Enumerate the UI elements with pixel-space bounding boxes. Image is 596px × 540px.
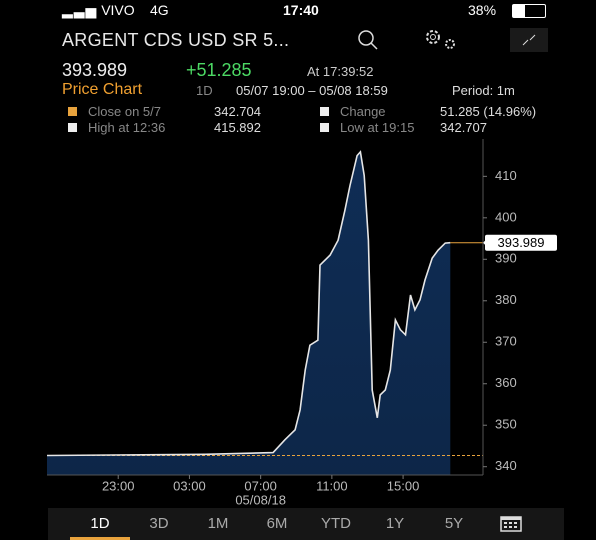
carrier: ▂▃▅ VIVO xyxy=(62,2,135,18)
last-value-pointer xyxy=(483,238,487,247)
stat-value: 415.892 xyxy=(214,120,261,135)
search-icon[interactable] xyxy=(354,28,384,52)
period-tab[interactable]: 1Y xyxy=(385,515,405,532)
period-setting: Period: 1m xyxy=(452,83,515,98)
x-tick-label: 07:00 xyxy=(244,478,277,493)
price-area xyxy=(47,151,451,475)
period-tab[interactable]: 1M xyxy=(207,515,229,532)
network: 4G xyxy=(150,2,169,18)
price-change: +51.285 xyxy=(186,60,252,80)
stat-value: 342.707 xyxy=(440,120,487,135)
y-tick-label: 400 xyxy=(495,209,517,224)
stat-swatch xyxy=(320,107,329,116)
price-line xyxy=(46,150,451,457)
collapse-icon[interactable] xyxy=(510,28,548,52)
calendar-button[interactable] xyxy=(500,515,522,532)
battery-level: 38% xyxy=(468,2,497,18)
stat-label: Close on 5/7 xyxy=(88,104,161,119)
settings-icon[interactable] xyxy=(420,26,460,52)
calendar-icon xyxy=(500,516,522,532)
period-tab[interactable]: 1D xyxy=(90,515,110,532)
y-tick-label: 360 xyxy=(495,375,517,390)
x-tick-label: 03:00 xyxy=(173,478,206,493)
stat-label: Change xyxy=(340,104,386,119)
period-tab[interactable]: 3D xyxy=(149,515,169,532)
date-range: 05/07 19:00 – 05/08 18:59 xyxy=(236,83,388,98)
y-tick-label: 410 xyxy=(495,168,517,183)
period-button[interactable]: 1D xyxy=(196,83,213,98)
stat-label: Low at 19:15 xyxy=(340,120,415,135)
stat-value: 51.285 (14.96%) xyxy=(440,104,537,119)
stat-swatch xyxy=(68,123,77,132)
y-tick-label: 380 xyxy=(495,292,517,307)
security-title: ARGENT CDS USD SR 5... xyxy=(62,30,290,50)
x-tick-label: 15:00 xyxy=(387,478,420,493)
x-tick-label: 11:00 xyxy=(316,478,348,493)
y-tick-label: 350 xyxy=(495,417,517,432)
period-tab[interactable]: 6M xyxy=(266,515,288,532)
stat-swatch xyxy=(320,123,329,132)
battery-icon xyxy=(512,4,546,18)
clock: 17:40 xyxy=(283,2,319,18)
carrier-name: VIVO xyxy=(101,2,135,18)
price-chart: 393.989 340 350 360 370 380 390 400 410 23:00 03:0… xyxy=(46,139,557,505)
stat-value: 342.704 xyxy=(214,104,261,119)
selected-tab-underline xyxy=(70,537,130,540)
chart-section-title: Price Chart xyxy=(62,81,143,98)
period-tab[interactable]: YTD xyxy=(321,515,351,532)
quote-time: At 17:39:52 xyxy=(307,64,374,79)
period-tabs: 1D 3D 1M 6M YTD 1Y 5Y xyxy=(48,508,564,540)
last-value-label: 393.989 xyxy=(498,235,545,250)
stat-label: High at 12:36 xyxy=(88,120,166,135)
x-tick-label: 23:00 xyxy=(102,478,135,493)
x-date-label: 05/08/18 xyxy=(235,492,286,505)
last-value-box xyxy=(485,234,557,251)
y-tick-label: 340 xyxy=(495,458,517,473)
last-price: 393.989 xyxy=(62,60,128,80)
period-tab[interactable]: 5Y xyxy=(444,515,464,532)
y-tick-label: 370 xyxy=(495,334,517,349)
stat-swatch xyxy=(68,107,77,116)
y-tick-label: 390 xyxy=(495,251,517,266)
